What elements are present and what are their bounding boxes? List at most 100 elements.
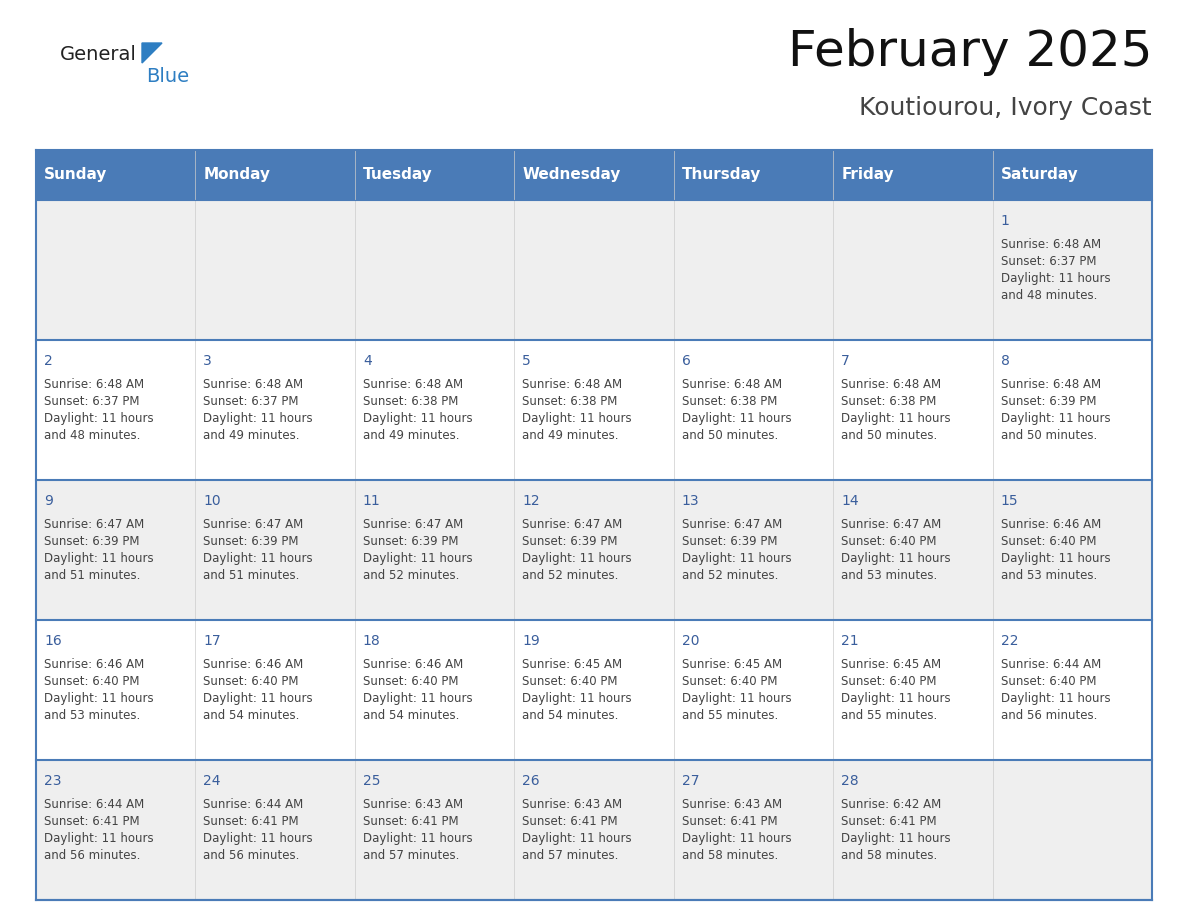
Text: Sunrise: 6:46 AM: Sunrise: 6:46 AM: [44, 658, 144, 671]
Text: Sunset: 6:40 PM: Sunset: 6:40 PM: [1000, 535, 1097, 548]
Text: Daylight: 11 hours: Daylight: 11 hours: [1000, 412, 1111, 425]
Text: 19: 19: [523, 634, 541, 648]
Text: Daylight: 11 hours: Daylight: 11 hours: [523, 692, 632, 705]
Bar: [36, 620, 1152, 760]
Text: Sunrise: 6:46 AM: Sunrise: 6:46 AM: [203, 658, 304, 671]
Text: Daylight: 11 hours: Daylight: 11 hours: [1000, 272, 1111, 285]
Text: Sunset: 6:37 PM: Sunset: 6:37 PM: [1000, 255, 1097, 268]
Text: Daylight: 11 hours: Daylight: 11 hours: [203, 692, 314, 705]
Text: 6: 6: [682, 354, 690, 368]
Text: Friday: Friday: [841, 167, 893, 183]
Text: Sunset: 6:37 PM: Sunset: 6:37 PM: [44, 395, 139, 408]
Text: Sunrise: 6:44 AM: Sunrise: 6:44 AM: [44, 798, 144, 811]
Text: Daylight: 11 hours: Daylight: 11 hours: [362, 832, 473, 845]
Text: Daylight: 11 hours: Daylight: 11 hours: [523, 412, 632, 425]
Text: Sunrise: 6:44 AM: Sunrise: 6:44 AM: [1000, 658, 1101, 671]
Text: Sunrise: 6:47 AM: Sunrise: 6:47 AM: [682, 518, 782, 531]
Text: 14: 14: [841, 494, 859, 508]
Text: Sunrise: 6:45 AM: Sunrise: 6:45 AM: [841, 658, 941, 671]
Text: Daylight: 11 hours: Daylight: 11 hours: [362, 412, 473, 425]
Bar: [36, 340, 1152, 480]
Text: Sunset: 6:41 PM: Sunset: 6:41 PM: [682, 815, 777, 828]
Text: Sunrise: 6:45 AM: Sunrise: 6:45 AM: [523, 658, 623, 671]
Text: Sunrise: 6:45 AM: Sunrise: 6:45 AM: [682, 658, 782, 671]
Text: and 54 minutes.: and 54 minutes.: [203, 709, 299, 722]
Text: 3: 3: [203, 354, 213, 368]
Text: 21: 21: [841, 634, 859, 648]
Text: 23: 23: [44, 774, 62, 788]
Text: Sunset: 6:41 PM: Sunset: 6:41 PM: [841, 815, 937, 828]
Text: and 57 minutes.: and 57 minutes.: [523, 849, 619, 862]
Text: Daylight: 11 hours: Daylight: 11 hours: [44, 552, 153, 565]
Text: 9: 9: [44, 494, 53, 508]
Text: Daylight: 11 hours: Daylight: 11 hours: [841, 692, 950, 705]
Text: Sunset: 6:41 PM: Sunset: 6:41 PM: [523, 815, 618, 828]
Text: 17: 17: [203, 634, 221, 648]
Text: Sunset: 6:40 PM: Sunset: 6:40 PM: [1000, 675, 1097, 688]
Text: Saturday: Saturday: [1000, 167, 1079, 183]
Text: and 54 minutes.: and 54 minutes.: [523, 709, 619, 722]
Text: and 48 minutes.: and 48 minutes.: [44, 429, 140, 442]
Text: and 51 minutes.: and 51 minutes.: [203, 569, 299, 582]
Text: 2: 2: [44, 354, 52, 368]
Text: 27: 27: [682, 774, 700, 788]
Text: and 50 minutes.: and 50 minutes.: [1000, 429, 1097, 442]
Text: Daylight: 11 hours: Daylight: 11 hours: [44, 412, 153, 425]
Text: Daylight: 11 hours: Daylight: 11 hours: [682, 832, 791, 845]
Text: Sunrise: 6:47 AM: Sunrise: 6:47 AM: [44, 518, 144, 531]
Text: 20: 20: [682, 634, 700, 648]
Text: Sunset: 6:41 PM: Sunset: 6:41 PM: [44, 815, 140, 828]
Text: and 48 minutes.: and 48 minutes.: [1000, 289, 1097, 302]
Text: Daylight: 11 hours: Daylight: 11 hours: [1000, 692, 1111, 705]
Text: Sunset: 6:37 PM: Sunset: 6:37 PM: [203, 395, 299, 408]
Text: Daylight: 11 hours: Daylight: 11 hours: [44, 832, 153, 845]
Text: Sunset: 6:39 PM: Sunset: 6:39 PM: [1000, 395, 1097, 408]
Text: Sunset: 6:40 PM: Sunset: 6:40 PM: [362, 675, 459, 688]
Text: 1: 1: [1000, 214, 1010, 228]
Text: Daylight: 11 hours: Daylight: 11 hours: [523, 832, 632, 845]
Text: and 52 minutes.: and 52 minutes.: [523, 569, 619, 582]
Text: and 55 minutes.: and 55 minutes.: [682, 709, 778, 722]
Text: Sunrise: 6:48 AM: Sunrise: 6:48 AM: [682, 378, 782, 391]
Text: Daylight: 11 hours: Daylight: 11 hours: [682, 412, 791, 425]
Text: 11: 11: [362, 494, 380, 508]
Text: Sunset: 6:38 PM: Sunset: 6:38 PM: [841, 395, 936, 408]
Text: Sunset: 6:40 PM: Sunset: 6:40 PM: [523, 675, 618, 688]
Text: 5: 5: [523, 354, 531, 368]
Text: Daylight: 11 hours: Daylight: 11 hours: [44, 692, 153, 705]
Text: 10: 10: [203, 494, 221, 508]
Text: 8: 8: [1000, 354, 1010, 368]
Text: and 56 minutes.: and 56 minutes.: [44, 849, 140, 862]
Text: Sunrise: 6:48 AM: Sunrise: 6:48 AM: [1000, 378, 1101, 391]
Text: and 49 minutes.: and 49 minutes.: [523, 429, 619, 442]
Text: Sunset: 6:40 PM: Sunset: 6:40 PM: [682, 675, 777, 688]
Text: Sunrise: 6:48 AM: Sunrise: 6:48 AM: [523, 378, 623, 391]
Text: 22: 22: [1000, 634, 1018, 648]
Text: and 50 minutes.: and 50 minutes.: [682, 429, 778, 442]
Text: Sunrise: 6:48 AM: Sunrise: 6:48 AM: [44, 378, 144, 391]
Text: Sunset: 6:40 PM: Sunset: 6:40 PM: [44, 675, 139, 688]
Text: 18: 18: [362, 634, 380, 648]
Text: 16: 16: [44, 634, 62, 648]
Text: Sunset: 6:40 PM: Sunset: 6:40 PM: [203, 675, 299, 688]
Bar: [36, 480, 1152, 620]
Text: Daylight: 11 hours: Daylight: 11 hours: [1000, 552, 1111, 565]
Text: 12: 12: [523, 494, 539, 508]
Text: Sunset: 6:40 PM: Sunset: 6:40 PM: [841, 675, 936, 688]
Text: Sunrise: 6:43 AM: Sunrise: 6:43 AM: [362, 798, 463, 811]
Text: and 50 minutes.: and 50 minutes.: [841, 429, 937, 442]
Text: Sunrise: 6:47 AM: Sunrise: 6:47 AM: [203, 518, 304, 531]
Text: Sunrise: 6:48 AM: Sunrise: 6:48 AM: [362, 378, 463, 391]
Text: Sunset: 6:41 PM: Sunset: 6:41 PM: [362, 815, 459, 828]
Text: Daylight: 11 hours: Daylight: 11 hours: [523, 552, 632, 565]
Text: Sunset: 6:39 PM: Sunset: 6:39 PM: [682, 535, 777, 548]
Text: Sunrise: 6:43 AM: Sunrise: 6:43 AM: [523, 798, 623, 811]
Text: Sunrise: 6:47 AM: Sunrise: 6:47 AM: [362, 518, 463, 531]
Text: 15: 15: [1000, 494, 1018, 508]
Text: Sunrise: 6:44 AM: Sunrise: 6:44 AM: [203, 798, 304, 811]
Text: Daylight: 11 hours: Daylight: 11 hours: [841, 552, 950, 565]
Text: and 49 minutes.: and 49 minutes.: [203, 429, 299, 442]
Text: Sunset: 6:38 PM: Sunset: 6:38 PM: [362, 395, 459, 408]
Text: Sunset: 6:39 PM: Sunset: 6:39 PM: [362, 535, 459, 548]
Text: Sunrise: 6:47 AM: Sunrise: 6:47 AM: [523, 518, 623, 531]
